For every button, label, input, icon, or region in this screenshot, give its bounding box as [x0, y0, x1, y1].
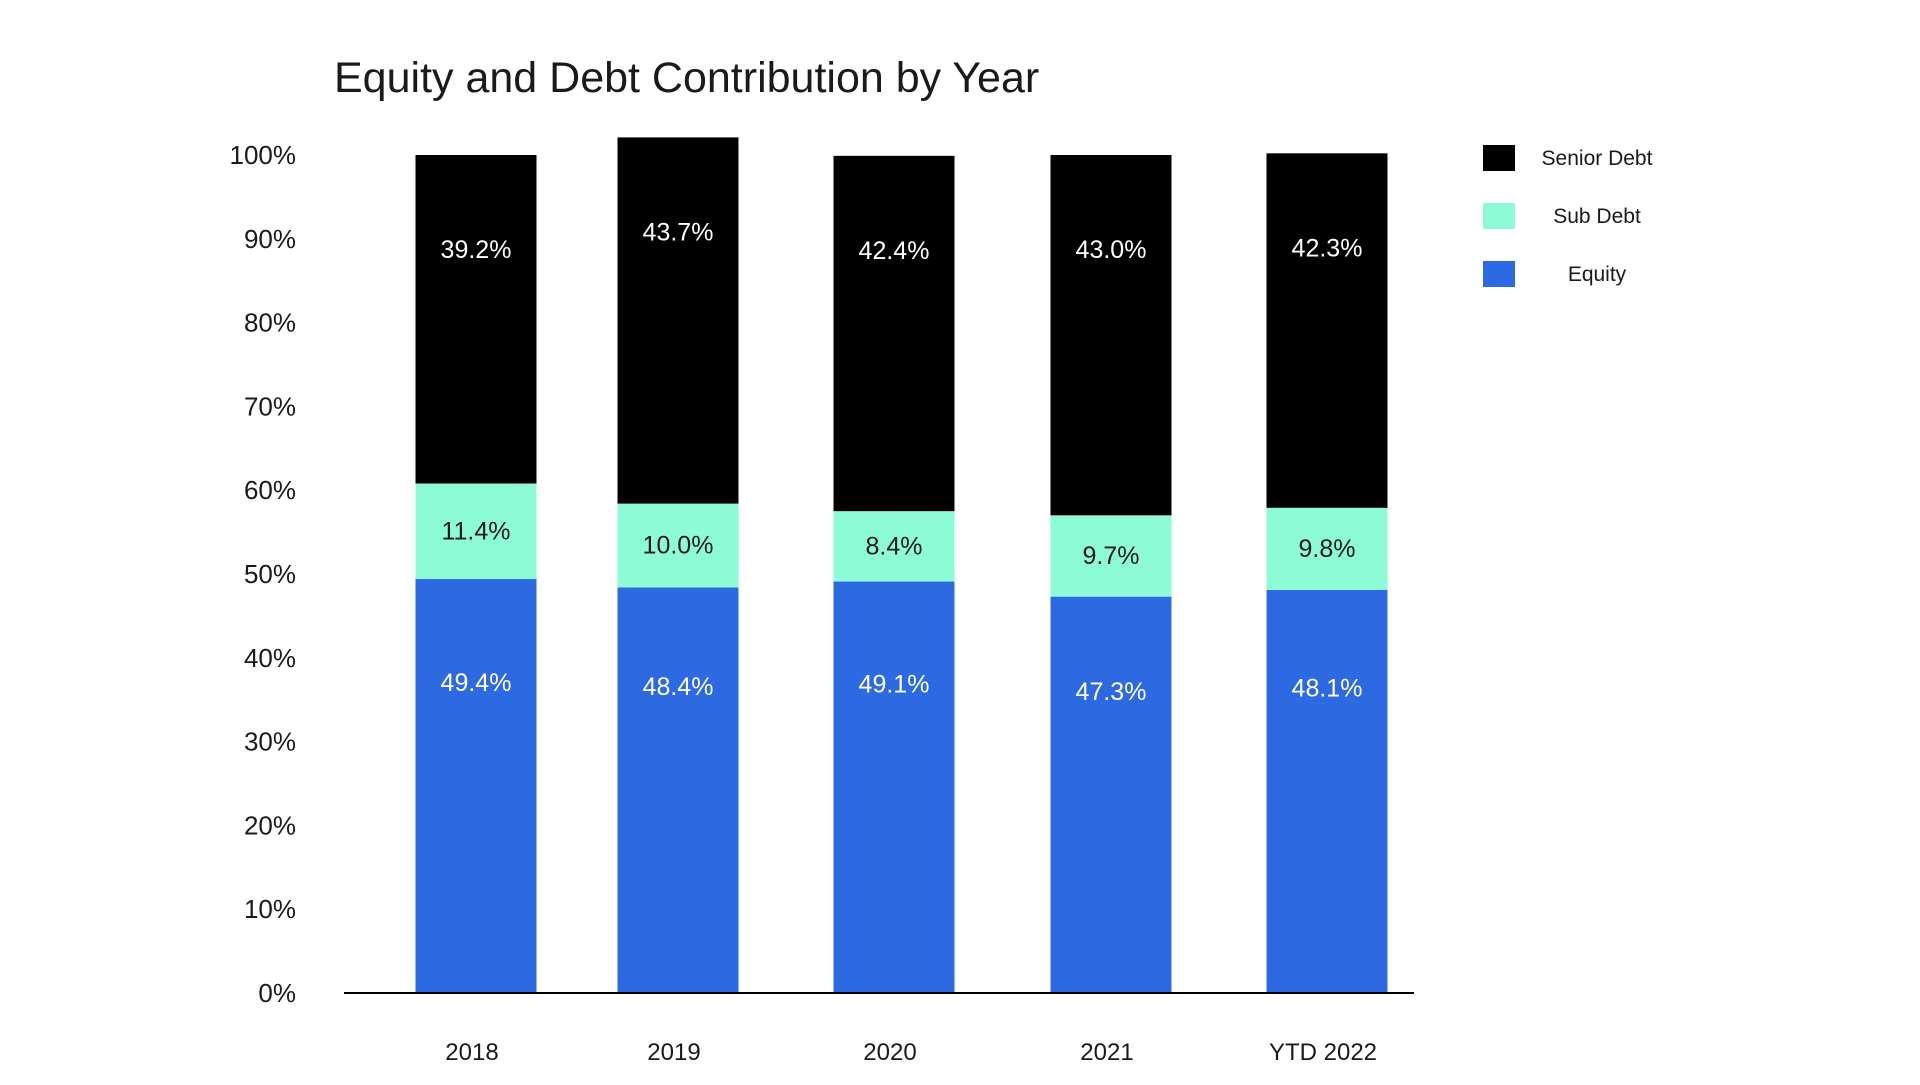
legend-label: Sub Debt [1553, 205, 1641, 228]
legend-swatch [1483, 261, 1515, 287]
bar-segment-equity [1266, 589, 1388, 993]
bar-segment-senior-debt [1266, 153, 1388, 508]
bars: 49.4%11.4%39.2%48.4%10.0%43.7%49.1%8.4%4… [415, 137, 1388, 993]
legend-swatch [1483, 145, 1515, 171]
y-tick-label: 70% [244, 391, 296, 421]
x-category-label: YTD 2022 [1269, 1039, 1377, 1066]
y-tick-label: 40% [244, 643, 296, 673]
bar-segment-sub-debt [617, 503, 739, 588]
data-label: 9.7% [1083, 542, 1140, 570]
data-label: 39.2% [441, 236, 512, 264]
bar-segment-sub-debt [1266, 507, 1388, 590]
data-label: 10.0% [643, 532, 714, 560]
data-label: 9.8% [1299, 535, 1356, 563]
data-label: 49.4% [441, 669, 512, 697]
y-tick-label: 10% [244, 894, 296, 924]
data-label: 47.3% [1076, 678, 1147, 706]
y-axis: 0% 10% 20% 30% 40% 50% 60% 70% 80% 90% 100% [230, 140, 297, 1008]
data-label: 42.3% [1292, 234, 1363, 262]
bar-stack: 49.1% 8.4% 42.4% [833, 155, 955, 993]
bar-segment-senior-debt [833, 155, 955, 512]
y-tick-label: 90% [244, 224, 296, 254]
bar-segment-sub-debt [1050, 515, 1172, 597]
y-tick-label: 20% [244, 810, 296, 840]
y-tick-label: 100% [230, 140, 297, 170]
x-category-label: 2019 [647, 1039, 700, 1066]
bar-segment-senior-debt [415, 155, 537, 484]
bar-stack: 47.3% 9.7% 43.0% [1050, 155, 1172, 993]
legend: Senior Debt Sub Debt Equity [1483, 145, 1653, 287]
data-label: 43.7% [643, 218, 714, 246]
bar-segment-equity [1050, 596, 1172, 993]
bar-segment-sub-debt [833, 511, 955, 582]
bar-segment-senior-debt [617, 137, 739, 504]
bar-stack: 49.4% 11.4% 39.2% [415, 155, 537, 993]
bar-stack: 48.4% 10.0% 43.7% [617, 137, 739, 993]
data-label: 8.4% [866, 532, 923, 560]
y-tick-label: 30% [244, 727, 296, 757]
data-label: 49.1% [859, 670, 930, 698]
legend-swatch [1483, 203, 1515, 229]
bar-stack: 48.1% 9.8% 42.3% [1266, 153, 1388, 993]
bar-segment-sub-debt [415, 483, 537, 580]
bar-segment-senior-debt [1050, 155, 1172, 516]
data-label: 48.4% [643, 673, 714, 701]
bar-segment-equity [617, 587, 739, 993]
legend-label: Equity [1568, 263, 1627, 286]
bar-segment-equity [415, 579, 537, 993]
bar-segment-equity [833, 581, 955, 993]
legend-label: Senior Debt [1542, 147, 1653, 170]
x-category-label: 2021 [1080, 1039, 1133, 1066]
x-category-label: 2018 [445, 1039, 498, 1066]
y-tick-label: 0% [258, 978, 296, 1008]
x-axis: 2018 2019 2020 2021 YTD 2022 [344, 992, 1414, 1066]
y-tick-label: 60% [244, 475, 296, 505]
data-label: 42.4% [859, 237, 930, 265]
chart-title: Equity and Debt Contribution by Year [334, 54, 1039, 102]
data-label: 11.4% [441, 517, 510, 545]
y-tick-label: 80% [244, 308, 296, 338]
data-label: 43.0% [1076, 236, 1147, 264]
x-category-label: 2020 [863, 1039, 916, 1066]
y-tick-label: 50% [244, 559, 296, 589]
data-label: 48.1% [1292, 674, 1363, 702]
